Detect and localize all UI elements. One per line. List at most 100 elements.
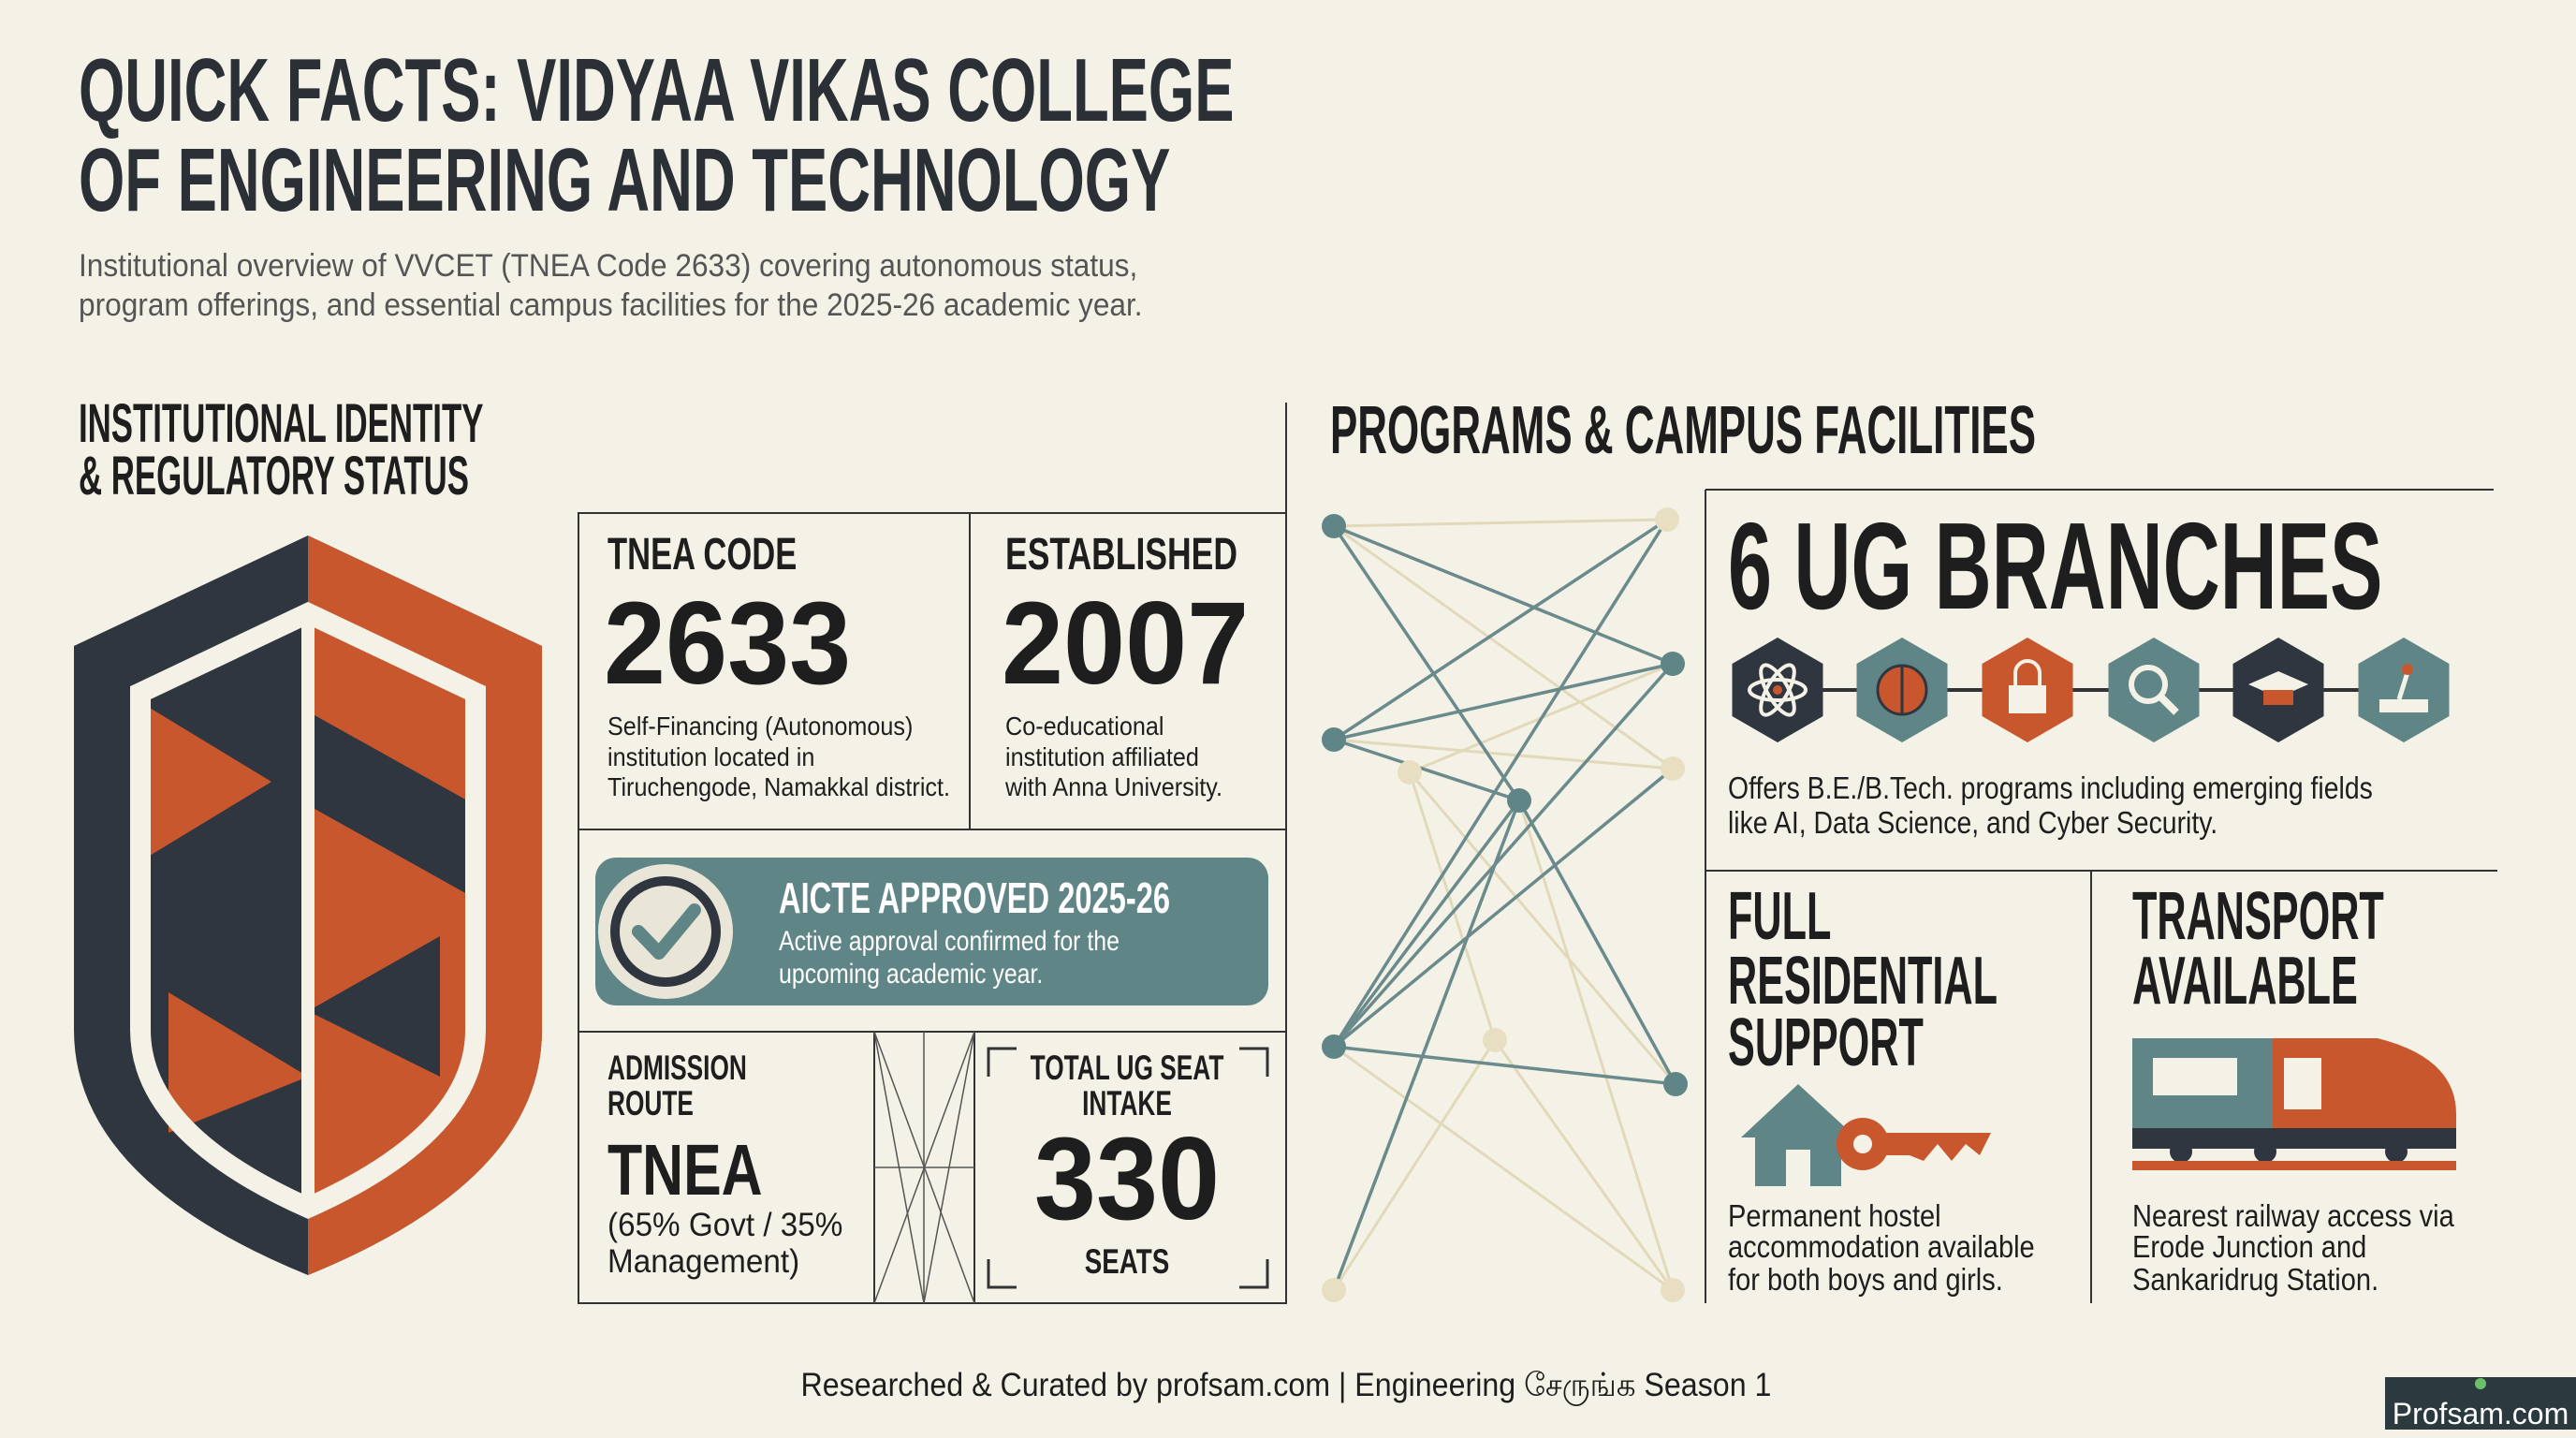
- network-graphic: [1322, 507, 1688, 1302]
- network-edge: [1517, 800, 1677, 1085]
- seat-brackets: [987, 1047, 1269, 1289]
- network-edge: [1332, 800, 1521, 1291]
- transport-icon-part: [2254, 1140, 2276, 1163]
- fact-value: TNEA: [607, 1130, 763, 1211]
- network-edge: [1493, 1039, 1675, 1291]
- fact-description: Co-educational: [1005, 712, 1164, 741]
- facility-title: RESIDENTIAL: [1728, 944, 1998, 1019]
- seat-brackets-part: [1239, 1047, 1269, 1077]
- icon: [2009, 685, 2046, 713]
- aicte-title: AICTE APPROVED 2025-26: [779, 873, 1171, 922]
- branch-hexagon: [2108, 638, 2200, 742]
- footer-badge: Profsam.com: [2392, 1397, 2569, 1431]
- network-node: [1322, 727, 1346, 752]
- network-node: [1655, 507, 1679, 532]
- fact-description: (65% Govt / 35%: [607, 1207, 843, 1243]
- icon: [2263, 690, 2293, 705]
- footer-credit: Researched & Curated by profsam.com | En…: [800, 1367, 1772, 1403]
- transport-icon-part: [2170, 1140, 2192, 1163]
- fact-description: with Anna University.: [1005, 772, 1223, 801]
- transport-icon-part: [2132, 1128, 2456, 1149]
- branch-icons: [1732, 638, 2450, 742]
- shield-emblem-part: [308, 712, 476, 899]
- network-edge: [1408, 771, 1677, 1085]
- section-heading: INSTITUTIONAL IDENTITY: [79, 393, 484, 454]
- branches-description: like AI, Data Science, and Cyber Securit…: [1728, 805, 2218, 840]
- residential-icon-part: [1853, 1135, 1872, 1153]
- shield-emblem-part: [308, 936, 440, 1077]
- dividers: [578, 403, 2497, 1304]
- fact-label: TOTAL UG SEAT: [1030, 1049, 1224, 1087]
- cross-pattern: [873, 1031, 975, 1304]
- cross-pattern-part: [923, 1031, 975, 1304]
- transport-icon-part: [2132, 1161, 2456, 1170]
- facility-description: accommodation available: [1728, 1229, 2035, 1264]
- section-heading: PROGRAMS & CAMPUS FACILITIES: [1330, 393, 2036, 468]
- network-edge: [1333, 524, 1674, 666]
- network-node: [1398, 760, 1422, 785]
- fact-label: ADMISSION: [607, 1049, 747, 1087]
- fact-unit: SEATS: [1084, 1242, 1170, 1281]
- facility-title: AVAILABLE: [2132, 944, 2358, 1019]
- icon: [2402, 664, 2413, 675]
- transport-icon-part: [2153, 1058, 2237, 1095]
- icon: [1759, 663, 1796, 717]
- title-line: OF ENGINEERING AND TECHNOLOGY: [79, 130, 1171, 230]
- icon: [1759, 663, 1796, 717]
- fact-description: institution affiliated: [1005, 742, 1199, 771]
- shield-emblem-part: [168, 992, 308, 1133]
- icon: [2013, 659, 2042, 685]
- icon: [2129, 665, 2168, 704]
- fact-description: Management): [607, 1243, 800, 1280]
- aicte-description: Active approval confirmed for the: [779, 926, 1120, 957]
- fact-value: 330: [1033, 1114, 1221, 1244]
- network-node: [1483, 1028, 1507, 1052]
- title-line: QUICK FACTS: VIDYAA VIKAS COLLEGE: [79, 40, 1235, 140]
- network-edge: [1333, 518, 1668, 741]
- network-edge: [1333, 518, 1668, 528]
- facility-title: FULL: [1728, 879, 1832, 954]
- fact-label: ESTABLISHED: [1005, 530, 1238, 580]
- residential-icon-part: [1741, 1084, 1856, 1137]
- facility-description: Erode Junction and: [2132, 1229, 2367, 1264]
- network-edge: [1408, 771, 1497, 1041]
- residential-icon-part: [1786, 1150, 1810, 1186]
- shield-emblem-part: [187, 843, 308, 1011]
- facility-title: SUPPORT: [1728, 1005, 1924, 1080]
- aicte-badge-part: [632, 903, 701, 960]
- network-node: [1322, 1278, 1346, 1302]
- network-node: [1322, 514, 1346, 538]
- subtitle-line: program offerings, and essential campus …: [79, 287, 1143, 323]
- network-node: [1663, 1072, 1688, 1096]
- network-edge: [1333, 738, 1520, 802]
- fact-value: 2633: [604, 579, 852, 709]
- aicte-badge: [595, 858, 1268, 1005]
- network-edge: [1333, 662, 1674, 741]
- aicte-badge-part: [595, 858, 1268, 1005]
- icon: [2379, 699, 2428, 712]
- facility-description: Nearest railway access via: [2132, 1198, 2454, 1233]
- fact-description: Tiruchengode, Namakkal district.: [607, 772, 951, 801]
- branches-description: Offers B.E./B.Tech. programs including e…: [1728, 770, 2373, 805]
- section-heading: & REGULATORY STATUS: [79, 446, 469, 506]
- network-node: [1322, 1034, 1346, 1059]
- facility-title: TRANSPORT: [2132, 879, 2384, 954]
- residential-icon-part: [1886, 1133, 1991, 1161]
- icon: [1773, 685, 1782, 695]
- branch-icons-part: [1732, 638, 2450, 742]
- seat-brackets-part: [1239, 1259, 1269, 1289]
- network-edge: [1333, 738, 1674, 770]
- residential-icon: [1741, 1084, 1991, 1186]
- shield-emblem-part: [140, 702, 271, 861]
- network-edge: [1333, 1045, 1676, 1086]
- fact-label: INTAKE: [1082, 1084, 1172, 1123]
- seat-brackets-part: [987, 1259, 1017, 1289]
- badge-box: [2385, 1377, 2576, 1430]
- transport-icon-part: [2385, 1140, 2408, 1163]
- network-edge: [1333, 1045, 1674, 1292]
- facility-description: for both boys and girls.: [1728, 1262, 2003, 1297]
- network-node: [1661, 756, 1685, 781]
- fact-value: 2007: [1002, 579, 1250, 709]
